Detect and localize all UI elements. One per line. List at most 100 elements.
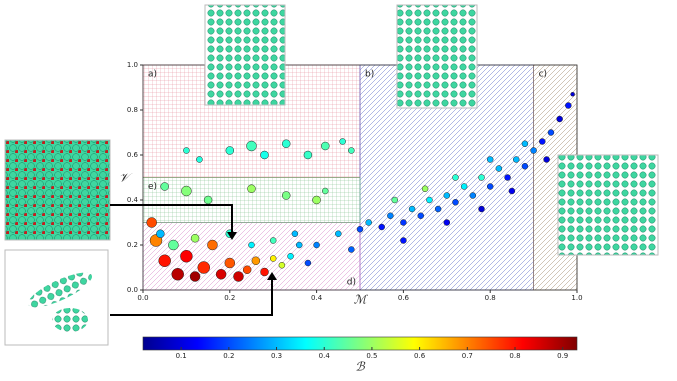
point: [291, 230, 299, 237]
point: [391, 196, 398, 204]
point: [260, 267, 269, 277]
x-tick-label: 0.8: [485, 294, 496, 302]
point: [312, 195, 321, 205]
point: [313, 241, 320, 249]
arrow: [110, 204, 233, 232]
point: [335, 230, 342, 237]
point: [530, 147, 537, 154]
point: [400, 237, 407, 244]
point: [356, 226, 364, 233]
colorbar: [142, 336, 578, 351]
point: [278, 262, 286, 269]
point: [171, 268, 184, 281]
point: [348, 246, 355, 253]
x-tick-label: 1.0: [571, 294, 582, 302]
point: [156, 229, 165, 238]
x-axis-label: ℳ: [354, 293, 369, 307]
point: [215, 269, 227, 280]
point: [260, 150, 269, 160]
point: [242, 265, 252, 274]
x-tick-label: 0.0: [137, 294, 148, 302]
point: [180, 250, 193, 263]
point: [247, 184, 256, 193]
colorbar-tick-label: 0.7: [462, 352, 473, 360]
point: [521, 163, 529, 170]
point: [565, 102, 572, 109]
point: [443, 192, 451, 199]
point: [281, 191, 291, 200]
y-tick-label: 0.4: [127, 196, 139, 204]
point: [417, 212, 425, 219]
arrow-head: [227, 232, 237, 240]
point: [460, 183, 468, 190]
region-label: e): [148, 182, 157, 192]
point: [251, 256, 261, 265]
point: [322, 187, 329, 195]
y-tick-label: 0.2: [127, 241, 138, 249]
point: [269, 255, 277, 262]
point: [160, 182, 169, 191]
inset-image: [4, 139, 111, 241]
inset-image: [557, 154, 659, 256]
point: [304, 259, 312, 267]
colorbar-tick-label: 0.6: [414, 352, 426, 360]
point: [512, 156, 520, 163]
point: [521, 140, 529, 147]
point: [233, 271, 244, 282]
inset-image: [396, 4, 478, 109]
point: [504, 174, 511, 181]
point: [539, 138, 546, 145]
point: [469, 192, 477, 199]
y-tick-label: 1.0: [127, 61, 138, 69]
point: [400, 219, 407, 226]
x-tick-label: 0.4: [311, 294, 323, 302]
plot: a) b) c) d) e) 0.0 0.2 0.4 0.6 0.8 1.0 0.0 0.2 0.4 0.6…: [127, 61, 583, 302]
point: [248, 241, 255, 249]
point: [158, 254, 171, 267]
point: [269, 237, 277, 244]
y-tick-label: 0.0: [127, 286, 138, 294]
point: [225, 146, 235, 155]
arrow-head: [267, 272, 277, 280]
arrow: [110, 280, 273, 316]
point: [203, 195, 213, 205]
colorbar-tick-label: 0.4: [319, 352, 331, 360]
region-label: b): [365, 70, 374, 80]
point: [570, 92, 575, 97]
point: [146, 217, 157, 228]
point: [189, 271, 201, 282]
point: [295, 241, 303, 249]
colorbar-tick-label: 0.3: [271, 352, 282, 360]
inset-image: [204, 4, 286, 106]
point: [452, 199, 459, 206]
point: [168, 239, 179, 251]
inset-cluster: [52, 308, 88, 332]
region-label: a): [148, 70, 157, 80]
point: [197, 261, 211, 274]
point: [434, 205, 442, 213]
point: [196, 156, 203, 163]
point: [508, 187, 516, 195]
colorbar-tick-label: 0.8: [509, 352, 520, 360]
point: [348, 147, 355, 154]
colorbar-tick-label: 0.2: [223, 352, 234, 360]
region-label: c): [539, 70, 547, 80]
point: [365, 219, 372, 226]
colorbar-tick-label: 0.1: [176, 352, 187, 360]
point: [281, 139, 291, 148]
point: [303, 150, 313, 160]
point: [543, 156, 550, 163]
point: [556, 115, 563, 123]
point: [486, 156, 494, 163]
colorbar-tick-label: 0.5: [366, 352, 377, 360]
point: [246, 140, 257, 152]
region-label: d): [347, 278, 356, 288]
point: [183, 147, 190, 154]
insets: [4, 4, 659, 346]
point: [452, 174, 459, 181]
point: [224, 257, 236, 269]
point: [190, 234, 200, 243]
y-tick-label: 0.6: [127, 151, 139, 159]
x-tick-label: 0.2: [224, 294, 235, 302]
